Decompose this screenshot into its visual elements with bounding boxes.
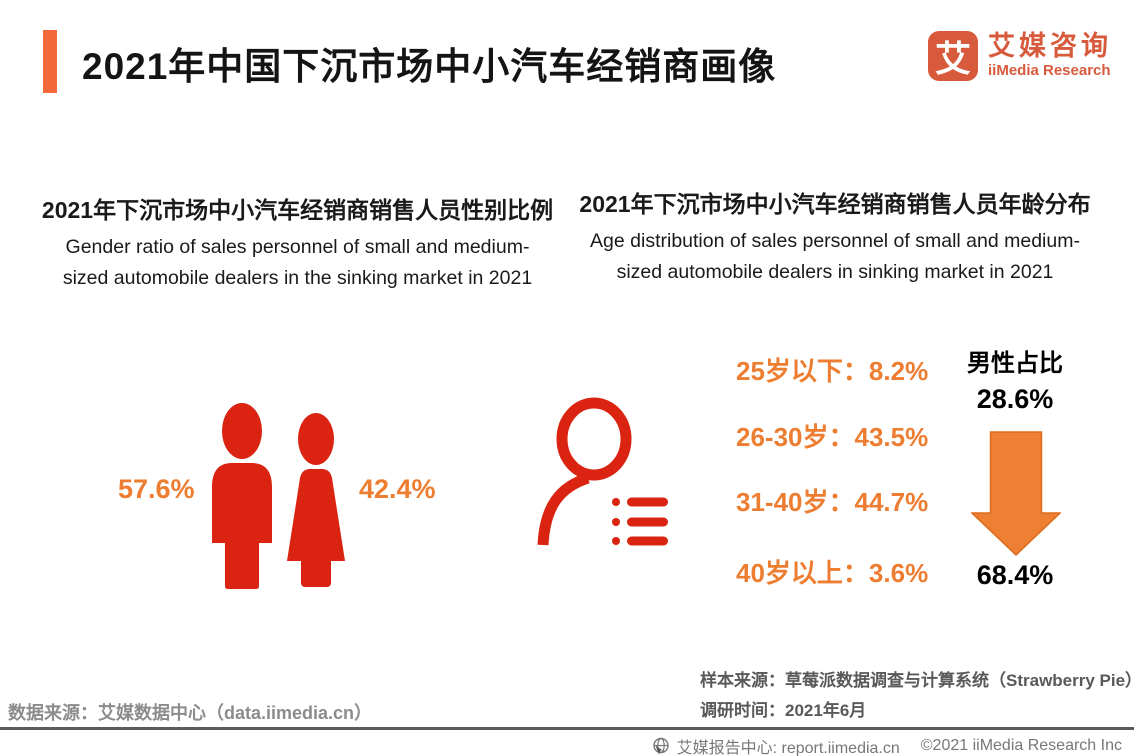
male-percentage-label: 57.6% [118,474,195,504]
footer-divider [0,727,1134,730]
down-arrow-icon [971,431,1061,556]
footer: 艾媒报告中心: report.iimedia.cn ©2021 iiMedia … [652,734,1122,756]
logo-name-en: iiMedia Research [988,62,1111,79]
age-chart-title-cn: 2021年下沉市场中小汽车经销商销售人员年龄分布 [579,191,1091,217]
age-item-over-40: 40岁以上：3.6% [736,558,929,588]
title-accent-bar [43,30,57,93]
logo-name-cn: 艾媒咨询 [988,31,1112,61]
male-ratio-after-value: 68.4% [976,560,1054,590]
male-ratio-before-value: 28.6% [976,384,1054,414]
age-chart-title-en-line2: sized automobile dealers in sinking mark… [616,261,1054,283]
footer-report-center: 艾媒报告中心: report.iimedia.cn [676,740,900,756]
sample-source-line: 样本来源：草莓派数据调查与计算系统（Strawberry Pie） [700,671,1134,690]
male-ratio-label: 男性占比 [967,350,1063,377]
person-list-icon [537,397,668,546]
iimedia-logo-icon: 艾 [928,31,978,81]
survey-time-line: 调研时间：2021年6月 [700,701,867,720]
gender-chart-title-en-line1: Gender ratio of sales personnel of small… [65,236,530,258]
age-item-under-25: 25岁以下：8.2% [736,356,929,386]
female-figure-icon [287,413,345,587]
globe-cursor-icon [652,737,669,755]
gender-chart-title: 2021年下沉市场中小汽车经销商销售人员性别比例 Gender ratio of… [40,195,555,294]
sample-source-block: 样本来源：草莓派数据调查与计算系统（Strawberry Pie） 调研时间：2… [700,666,1134,726]
gender-chart-title-cn: 2021年下沉市场中小汽车经销商销售人员性别比例 [41,197,554,223]
male-figure-icon [212,403,272,589]
age-item-31-40: 31-40岁：44.7% [736,487,929,517]
gender-chart-title-en-line2: sized automobile dealers in the sinking … [62,267,533,289]
age-chart-title: 2021年下沉市场中小汽车经销商销售人员年龄分布 Age distributio… [573,189,1097,288]
female-percentage-label: 42.4% [359,474,436,504]
data-source-line: 数据来源：艾媒数据中心（data.iimedia.cn） [8,703,373,723]
age-item-26-30: 26-30岁：43.5% [736,422,929,452]
brand-logo: 艾 艾媒咨询 iiMedia Research [928,31,1112,81]
footer-copyright: ©2021 iiMedia Research Inc [920,737,1122,754]
age-chart-title-en-line1: Age distribution of sales personnel of s… [590,230,1080,252]
logo-text: 艾媒咨询 iiMedia Research [988,31,1112,80]
page-title: 2021年中国下沉市场中小汽车经销商画像 [82,46,777,87]
